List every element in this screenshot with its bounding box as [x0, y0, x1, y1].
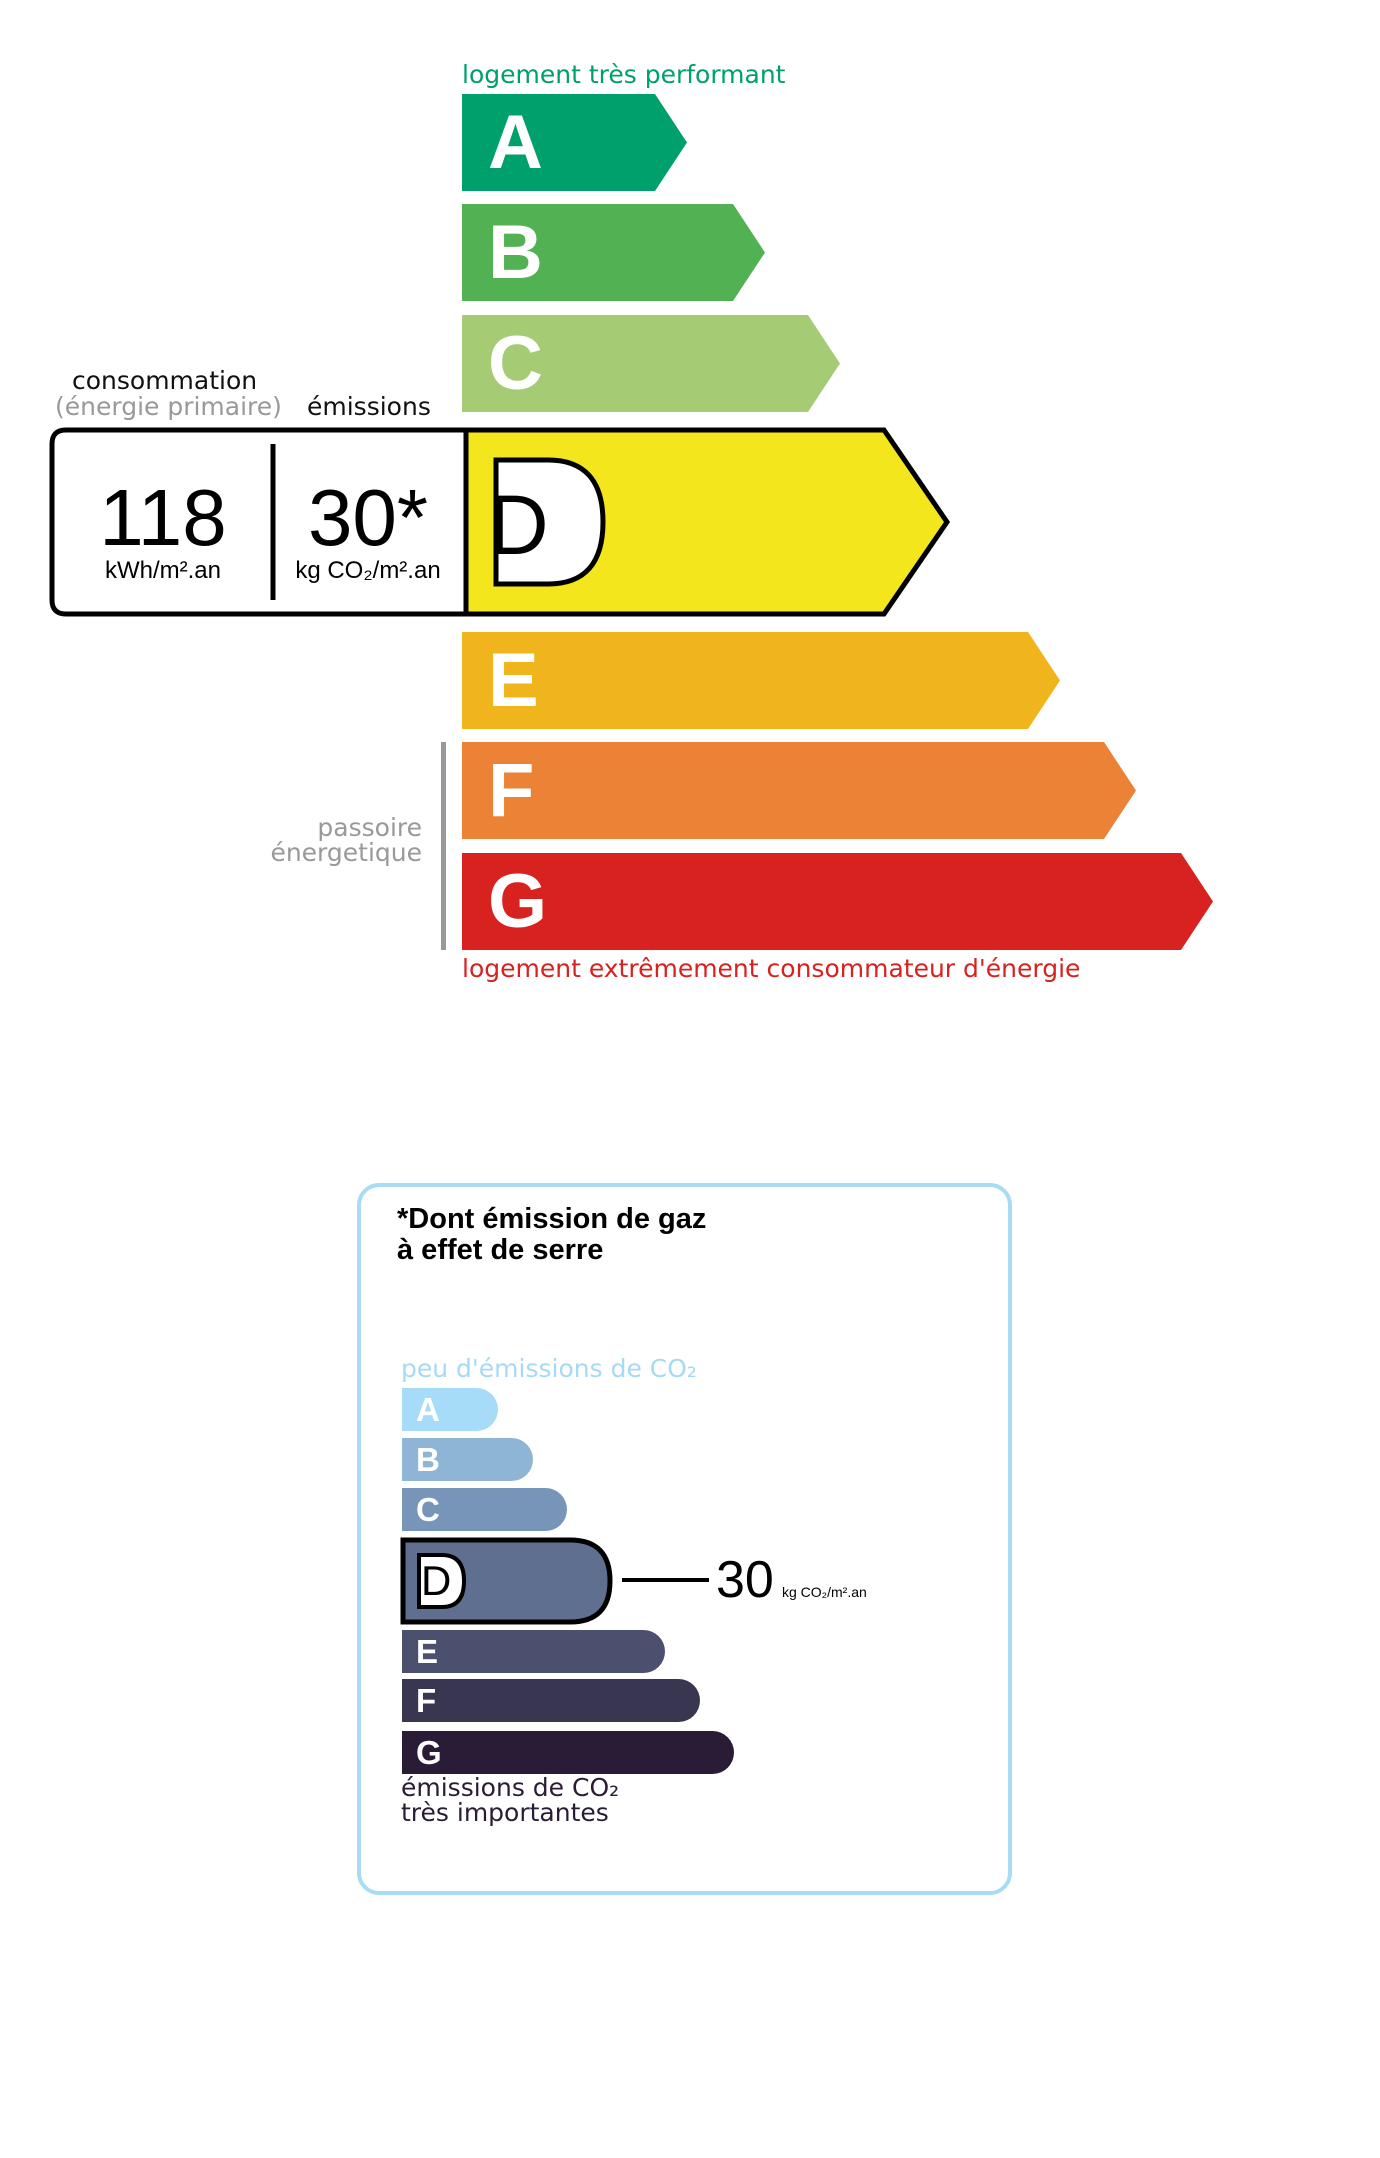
energy-class-g: G — [462, 853, 1213, 950]
ges-top-label: peu d'émissions de CO₂ — [401, 1354, 697, 1383]
ges-class-g: G — [402, 1731, 734, 1774]
class-letter: G — [488, 859, 548, 944]
ges-class-b: B — [402, 1438, 533, 1481]
energy-class-e: E — [462, 632, 1060, 729]
ges-current-class-letter: D — [421, 1557, 452, 1604]
consumption-label: consommation — [72, 366, 258, 395]
ges-title-line2: à effet de serre — [397, 1234, 604, 1266]
class-letter: B — [416, 1441, 440, 1478]
ges-class-e: E — [402, 1630, 665, 1673]
ges-current-class — [400, 1537, 613, 1625]
ges-unit: kg CO₂/m².an — [782, 1584, 867, 1600]
passoire-bracket — [441, 742, 446, 950]
energy-class-b: B — [462, 204, 765, 301]
energy-class-c: C — [462, 315, 840, 412]
class-letter: A — [416, 1391, 440, 1428]
consumption-unit: kWh/m².an — [104, 557, 221, 584]
current-class-frame — [49, 427, 951, 617]
class-letter: B — [488, 210, 543, 295]
ges-class-a: A — [402, 1388, 498, 1431]
consumption-sublabel: (énergie primaire) — [55, 392, 282, 421]
emissions-label: émissions — [307, 392, 431, 421]
top-label: logement très performant — [462, 60, 786, 89]
ges-class-f: F — [402, 1679, 700, 1722]
bottom-label: logement extrêmement consommateur d'éner… — [462, 954, 1081, 983]
class-letter: A — [488, 100, 543, 185]
ges-bottom-label: émissions de CO₂ très importantes — [401, 1775, 619, 1825]
class-letter: E — [416, 1633, 439, 1670]
class-letter: F — [488, 748, 535, 833]
class-letter: F — [416, 1682, 437, 1719]
class-letter: E — [488, 638, 539, 723]
ges-value-pointer — [622, 1578, 709, 1582]
ges-value: 30 — [716, 1551, 774, 1609]
emissions-unit: kg CO₂/m².an — [295, 557, 441, 584]
class-letter: C — [488, 321, 543, 406]
ges-title: *Dont émission de gaz à effet de serre — [397, 1204, 706, 1266]
class-letter: G — [416, 1734, 442, 1771]
energy-class-a: A — [462, 94, 687, 191]
current-class-letter: D — [488, 478, 549, 572]
class-letter: C — [416, 1491, 440, 1528]
ges-class-c: C — [402, 1488, 567, 1531]
ges-title-line1: *Dont émission de gaz — [397, 1203, 707, 1235]
passoire-label-1: passoire — [317, 813, 422, 842]
passoire-label-2: énergetique — [270, 838, 422, 867]
ges-bottom-line1: émissions de CO₂ — [401, 1773, 620, 1802]
ges-panel — [357, 1183, 1012, 1895]
emissions-value: 30* — [307, 473, 429, 562]
energy-class-f: F — [462, 742, 1136, 839]
ges-bottom-line2: très importantes — [401, 1798, 609, 1827]
consumption-value: 118 — [99, 473, 227, 562]
